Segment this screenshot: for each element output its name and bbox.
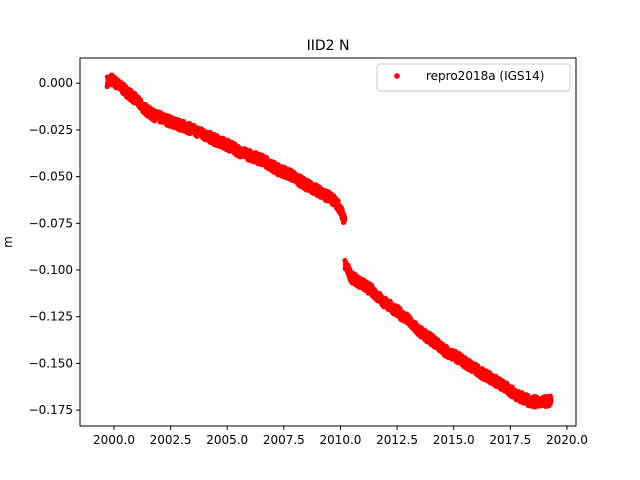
legend-box bbox=[376, 63, 571, 92]
x-tick-label: 2000.0 bbox=[93, 433, 135, 447]
x-tick-label: 2007.5 bbox=[263, 433, 305, 447]
legend-marker bbox=[394, 73, 400, 79]
data-point bbox=[335, 198, 341, 204]
y-tick-label: −0.175 bbox=[29, 403, 73, 417]
y-tick-label: −0.150 bbox=[29, 356, 73, 370]
plot-frame bbox=[79, 57, 577, 427]
chart-title: IID2 N bbox=[307, 38, 350, 54]
x-tick-label: 2017.5 bbox=[489, 433, 531, 447]
x-tick-label: 2005.0 bbox=[206, 433, 248, 447]
y-tick-label: −0.025 bbox=[29, 123, 73, 137]
data-point bbox=[342, 217, 348, 223]
y-tick-label: −0.100 bbox=[29, 263, 73, 277]
y-axis-label: m bbox=[1, 236, 15, 248]
legend: repro2018a (IGS14) bbox=[376, 63, 571, 92]
axis-ticks: 2000.0 2002.5 2005.0 2007.5 2010.0 2012.5 2015… bbox=[29, 76, 588, 447]
scatter-series bbox=[104, 72, 554, 410]
y-tick-label: −0.125 bbox=[29, 310, 73, 324]
x-tick-label: 2020.0 bbox=[546, 433, 588, 447]
data-point bbox=[548, 398, 554, 404]
x-tick-label: 2015.0 bbox=[433, 433, 475, 447]
y-tick-label: −0.075 bbox=[29, 216, 73, 230]
y-tick-label: 0.000 bbox=[39, 76, 73, 90]
x-tick-label: 2002.5 bbox=[150, 433, 192, 447]
x-tick-label: 2012.5 bbox=[376, 433, 418, 447]
x-tick-label: 2010.0 bbox=[319, 433, 361, 447]
legend-label: repro2018a (IGS14) bbox=[426, 69, 544, 83]
y-tick-label: −0.050 bbox=[29, 170, 73, 184]
